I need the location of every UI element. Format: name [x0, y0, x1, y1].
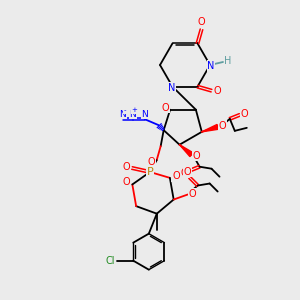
- Text: O: O: [184, 167, 191, 176]
- Text: O: O: [122, 162, 130, 172]
- Text: O: O: [193, 151, 200, 161]
- Text: P: P: [147, 167, 153, 177]
- Text: -: -: [123, 107, 126, 113]
- Text: O: O: [198, 17, 205, 27]
- Polygon shape: [202, 124, 218, 132]
- Text: N: N: [207, 61, 215, 71]
- Text: O: O: [181, 168, 188, 178]
- Text: O: O: [122, 178, 130, 188]
- Text: O: O: [148, 157, 155, 167]
- Text: N: N: [168, 83, 175, 93]
- Text: Cl: Cl: [106, 256, 115, 266]
- Text: N: N: [129, 110, 136, 119]
- Text: N: N: [141, 110, 148, 119]
- Text: O: O: [161, 103, 169, 113]
- Text: N: N: [119, 110, 126, 119]
- Text: +: +: [132, 107, 138, 113]
- Text: H: H: [224, 56, 232, 66]
- Text: O: O: [189, 188, 196, 199]
- Text: O: O: [219, 121, 226, 131]
- Text: O: O: [172, 171, 180, 181]
- Polygon shape: [179, 145, 193, 157]
- Text: O: O: [241, 109, 249, 119]
- Text: O: O: [214, 86, 221, 96]
